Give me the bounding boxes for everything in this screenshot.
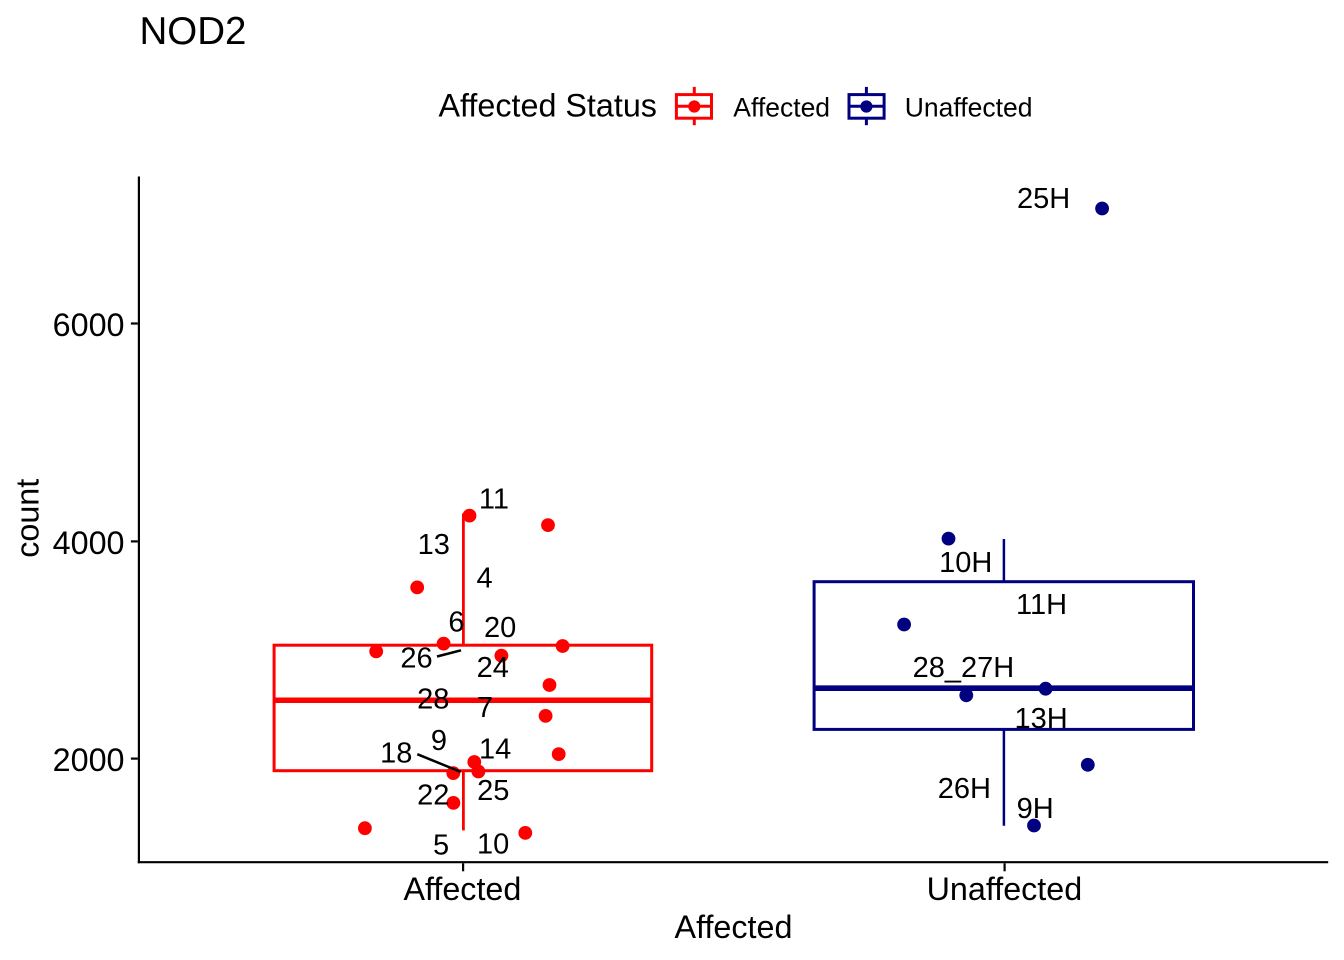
svg-text:count: count xyxy=(9,479,45,558)
svg-text:Affected: Affected xyxy=(403,871,521,907)
svg-text:Affected: Affected xyxy=(675,909,793,945)
svg-text:6000: 6000 xyxy=(53,307,125,343)
svg-text:5: 5 xyxy=(433,829,449,861)
svg-text:10H: 10H xyxy=(939,547,992,579)
svg-text:26H: 26H xyxy=(938,773,991,805)
svg-text:9: 9 xyxy=(431,725,447,757)
svg-text:4000: 4000 xyxy=(53,525,125,561)
svg-text:13H: 13H xyxy=(1014,703,1067,735)
svg-text:6: 6 xyxy=(448,606,464,638)
svg-text:10: 10 xyxy=(477,828,509,860)
svg-text:25H: 25H xyxy=(1017,183,1070,215)
svg-text:4: 4 xyxy=(477,563,493,595)
svg-text:24: 24 xyxy=(477,652,509,684)
svg-text:11H: 11H xyxy=(1016,589,1067,621)
svg-text:14: 14 xyxy=(479,734,511,766)
svg-text:28_27H: 28_27H xyxy=(913,652,1015,684)
svg-text:11: 11 xyxy=(479,483,509,515)
svg-text:25: 25 xyxy=(477,775,509,807)
svg-text:NOD2: NOD2 xyxy=(140,10,247,53)
svg-text:13: 13 xyxy=(418,529,450,561)
svg-text:22: 22 xyxy=(417,779,449,811)
svg-text:Affected Status: Affected Status xyxy=(439,88,657,124)
svg-text:28: 28 xyxy=(417,684,449,716)
svg-text:20: 20 xyxy=(484,612,516,644)
svg-text:18: 18 xyxy=(380,738,412,770)
svg-text:2000: 2000 xyxy=(53,742,125,778)
svg-text:Unaffected: Unaffected xyxy=(927,871,1083,907)
svg-text:Affected: Affected xyxy=(733,92,830,122)
svg-text:26: 26 xyxy=(400,642,432,674)
svg-text:9H: 9H xyxy=(1017,793,1054,825)
svg-text:7: 7 xyxy=(477,692,493,724)
svg-text:Unaffected: Unaffected xyxy=(905,92,1033,122)
